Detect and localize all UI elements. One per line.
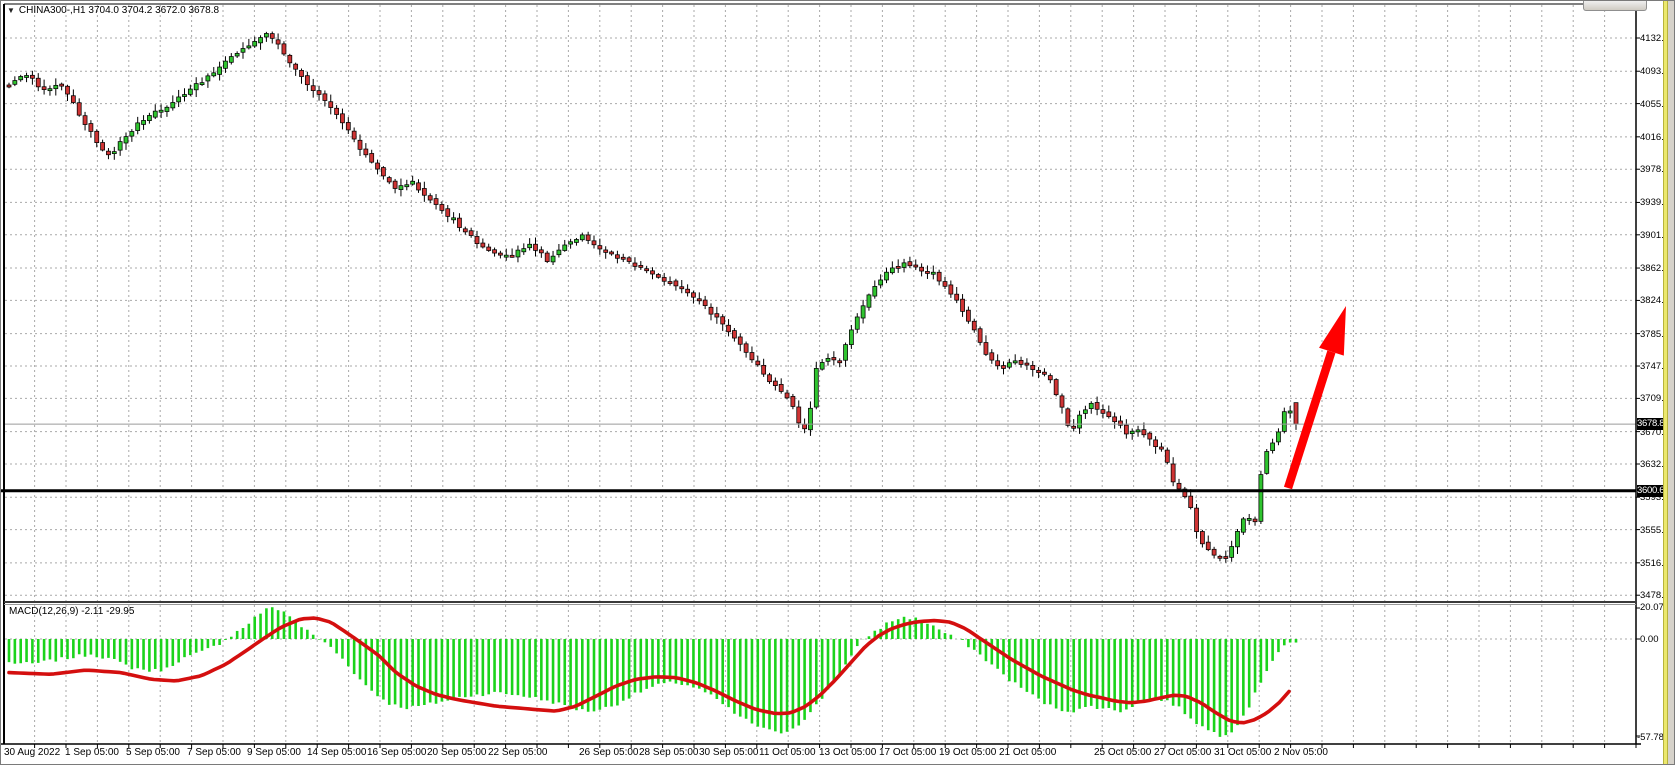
date-tick-label: 31 Oct 05:00 [1214,747,1272,758]
price-tick-label: 3593.0 [1640,492,1670,504]
date-tick-label: 22 Sep 05:00 [488,747,548,758]
date-tick-label: 21 Oct 05:00 [999,747,1057,758]
macd-scale-label: -57.78 [1637,732,1664,743]
current-price-badge: 3678.8 [1637,418,1665,431]
date-tick-label: 16 Sep 05:00 [367,747,427,758]
toolbar-button-partial[interactable] [1583,1,1647,11]
price-tick-label: 3709.0 [1640,393,1670,405]
level-line-badge: 3600.6 [1637,484,1665,497]
price-tick-label: 3747.0 [1640,361,1670,373]
window-right-gutter [1668,1,1674,764]
date-tick-label: 27 Oct 05:00 [1154,747,1212,758]
date-tick-label: 5 Sep 05:00 [126,747,180,758]
macd-scale-label: 20.07 [1640,602,1664,614]
date-tick-label: 26 Sep 05:00 [579,747,639,758]
price-tick-label: 3555.0 [1640,524,1670,536]
price-tick-label: 3670.0 [1640,426,1670,438]
date-tick-label: 30 Sep 05:00 [699,747,759,758]
macd-scale-label: 0.00 [1640,634,1659,645]
price-tick-label: 3516.0 [1640,557,1670,569]
symbol-dropdown-icon[interactable]: ▼ [7,6,15,15]
date-tick-label: 28 Sep 05:00 [639,747,699,758]
macd-indicator-label: MACD(12,26,9) -2.11 -29.95 [9,606,135,617]
macd-histogram-layer [7,607,1298,737]
price-tick-label: 4093.0 [1640,66,1670,78]
up-arrow-annotation[interactable] [1283,306,1346,490]
panel-frame [1,3,1641,748]
price-tick-label: 4016.0 [1640,131,1670,143]
price-tick-label: 3939.0 [1640,197,1670,209]
date-tick-label: 2 Nov 05:00 [1274,747,1328,758]
date-tick-label: 13 Oct 05:00 [819,747,877,758]
price-tick-label: 4132.0 [1640,33,1670,44]
candles-layer [6,31,1299,563]
price-tick-label: 3632.0 [1640,459,1670,470]
price-tick-label: 3862.0 [1640,263,1670,275]
date-tick-label: 11 Oct 05:00 [759,747,816,758]
window-edge-highlight [1663,1,1668,764]
date-tick-label: 1 Sep 05:00 [65,747,119,758]
date-tick-label: 14 Sep 05:00 [307,747,367,758]
price-tick-label: 4055.0 [1640,98,1670,110]
grid-layer [5,5,1636,742]
date-tick-label: 7 Sep 05:00 [187,747,241,758]
date-tick-label: 25 Oct 05:00 [1094,747,1152,758]
date-tick-label: 30 Aug 2022 [4,747,61,758]
date-tick-label: 9 Sep 05:00 [247,747,301,758]
time-axis[interactable] [4,744,1636,764]
price-tick-label: 3824.0 [1640,295,1670,307]
symbol-ohlc-label: CHINA300-,H1 3704.0 3704.2 3672.0 3678.8 [18,5,220,16]
date-tick-label: 17 Oct 05:00 [879,747,937,758]
chart-title-bar: ▼ CHINA300-,H1 3704.0 3704.2 3672.0 3678… [7,5,219,16]
date-tick-label: 20 Sep 05:00 [427,747,487,758]
level-lines-layer [1,423,1636,493]
price-tick-label: 3978.0 [1640,164,1670,176]
price-tick-label: 3478.0 [1640,590,1670,602]
price-axis[interactable] [1637,4,1663,744]
macd-signal-line [7,616,1291,725]
date-tick-label: 19 Oct 05:00 [939,747,997,758]
price-tick-label: 3785.0 [1640,328,1670,340]
price-tick-label: 3901.0 [1640,229,1670,241]
